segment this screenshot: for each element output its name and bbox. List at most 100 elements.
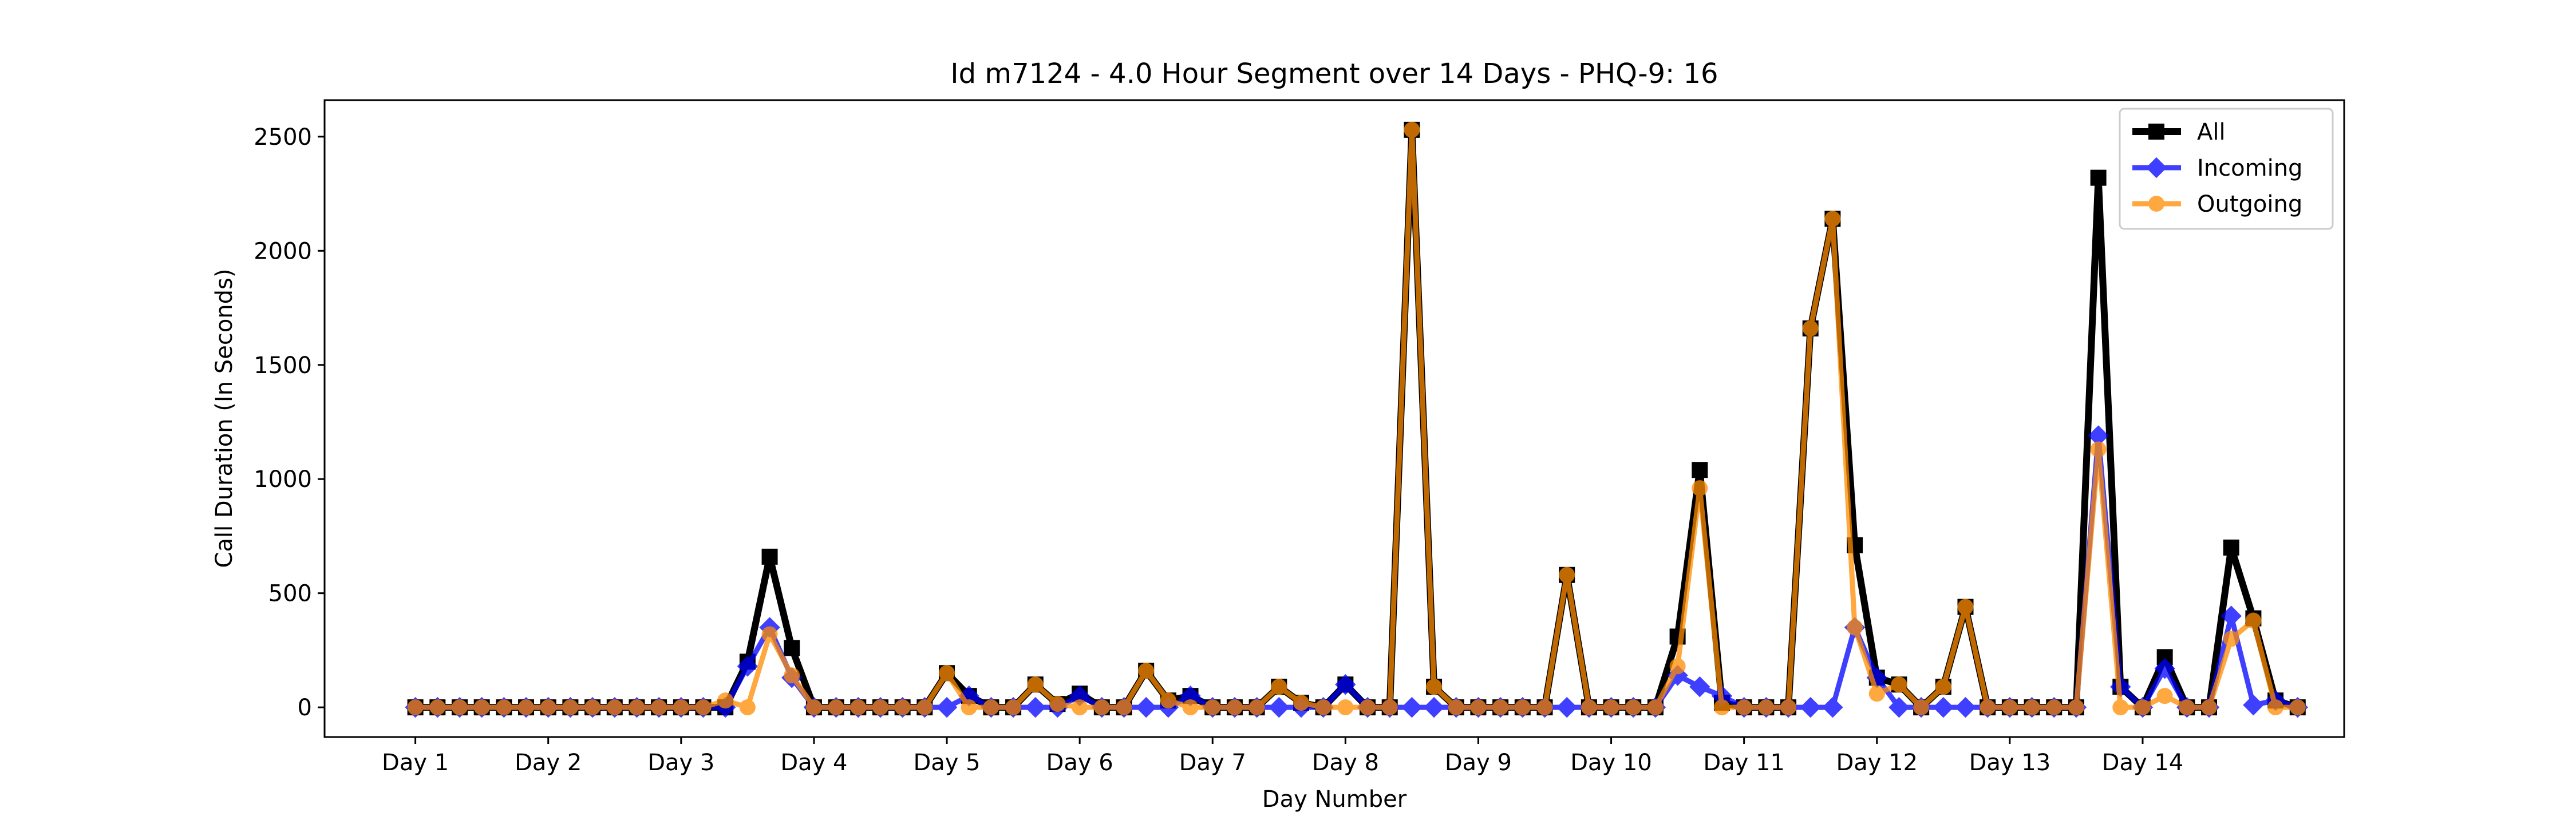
x-tick-label: Day 5 xyxy=(913,750,980,776)
data-point xyxy=(2201,699,2218,716)
series-outgoing xyxy=(407,121,2306,716)
data-point xyxy=(2112,699,2129,716)
data-point xyxy=(828,699,844,716)
data-point xyxy=(1692,462,1708,478)
legend-marker xyxy=(2148,196,2164,212)
data-point xyxy=(629,699,645,716)
y-tick-label: 1000 xyxy=(254,466,312,493)
data-point xyxy=(429,699,446,716)
data-point xyxy=(1780,699,1797,716)
data-point xyxy=(1049,696,1066,712)
y-axis: 0 500 1000 1500 2000 2500 xyxy=(254,124,325,721)
data-point xyxy=(1226,699,1243,716)
data-point xyxy=(1824,211,1841,227)
data-point xyxy=(2046,699,2063,716)
data-point xyxy=(784,640,800,656)
data-point xyxy=(518,699,535,716)
data-point xyxy=(2243,694,2264,716)
data-point xyxy=(1293,695,1309,711)
y-tick-label: 500 xyxy=(268,581,312,607)
data-point xyxy=(936,696,958,718)
legend-marker xyxy=(2146,157,2167,179)
data-point xyxy=(1069,685,1091,707)
data-point xyxy=(1713,699,1730,716)
data-point xyxy=(1271,679,1287,695)
data-point xyxy=(1736,699,1752,716)
data-point xyxy=(1935,679,1951,695)
data-point xyxy=(1625,699,1642,716)
data-point xyxy=(407,699,424,716)
data-point xyxy=(2024,699,2040,716)
data-point xyxy=(451,699,468,716)
x-tick-label: Day 9 xyxy=(1445,750,1512,776)
y-axis-label: Call Duration (In Seconds) xyxy=(211,269,238,568)
data-point xyxy=(761,626,778,643)
data-point xyxy=(2223,539,2239,556)
data-point xyxy=(1955,696,1976,718)
plot-frame xyxy=(323,99,2345,738)
data-point xyxy=(1689,676,1710,698)
data-point xyxy=(1556,696,1578,718)
data-point xyxy=(784,667,800,684)
data-point xyxy=(2090,169,2107,186)
data-point xyxy=(1933,696,1954,718)
data-point xyxy=(1669,658,1686,675)
series-line xyxy=(415,127,2298,710)
data-point xyxy=(1957,599,1974,615)
data-point xyxy=(1822,696,1843,718)
data-point xyxy=(1868,686,1885,702)
data-point xyxy=(1269,696,1290,718)
data-point xyxy=(1027,676,1044,693)
data-point xyxy=(695,699,712,716)
data-point xyxy=(1423,696,1445,718)
data-point xyxy=(1866,667,1887,688)
data-point xyxy=(739,699,756,716)
data-point xyxy=(1138,663,1155,679)
data-point xyxy=(1401,696,1423,718)
y-tick-label: 1500 xyxy=(254,352,312,379)
legend-box xyxy=(2119,108,2334,230)
x-tick-label: Day 1 xyxy=(382,750,449,776)
x-tick-label: Day 12 xyxy=(1836,750,1918,776)
data-point xyxy=(1335,674,1356,695)
data-point xyxy=(1470,699,1487,716)
legend-item-outgoing xyxy=(2132,196,2181,212)
data-point xyxy=(1536,699,1553,716)
data-point xyxy=(1005,699,1022,716)
legend-item-incoming xyxy=(2132,157,2181,179)
x-tick-label: Day 3 xyxy=(647,750,714,776)
legend-label: Outgoing xyxy=(2197,191,2302,217)
data-point xyxy=(1692,480,1708,497)
data-point xyxy=(1360,699,1376,716)
data-point xyxy=(1980,699,1996,716)
data-point xyxy=(1847,619,1863,636)
data-point xyxy=(1072,699,1088,716)
data-point xyxy=(916,699,933,716)
data-point xyxy=(872,699,888,716)
data-point xyxy=(761,548,778,565)
data-point xyxy=(1204,699,1221,716)
x-tick-label: Day 14 xyxy=(2102,750,2184,776)
data-point xyxy=(1315,699,1332,716)
data-point xyxy=(1426,679,1443,695)
data-point xyxy=(2068,699,2084,716)
data-point xyxy=(1913,699,1930,716)
data-point xyxy=(651,699,667,716)
data-point xyxy=(2001,699,2018,716)
data-point xyxy=(1802,320,1819,336)
y-tick-label: 2500 xyxy=(254,124,312,150)
data-point xyxy=(2134,699,2151,716)
data-point xyxy=(1581,699,1597,716)
x-axis: Day 1 Day 2 Day 3 Day 4 Day 5 Day 6 Day 7 Day 8… xyxy=(382,737,2183,776)
y-tick-label: 0 xyxy=(298,695,312,721)
data-point xyxy=(1492,699,1509,716)
data-point xyxy=(1448,699,1464,716)
data-point xyxy=(2267,699,2284,716)
data-point xyxy=(1559,566,1575,583)
data-point xyxy=(983,699,999,716)
data-point xyxy=(1514,699,1531,716)
data-point xyxy=(1182,699,1199,716)
data-point xyxy=(1888,696,1910,718)
data-point xyxy=(496,699,512,716)
